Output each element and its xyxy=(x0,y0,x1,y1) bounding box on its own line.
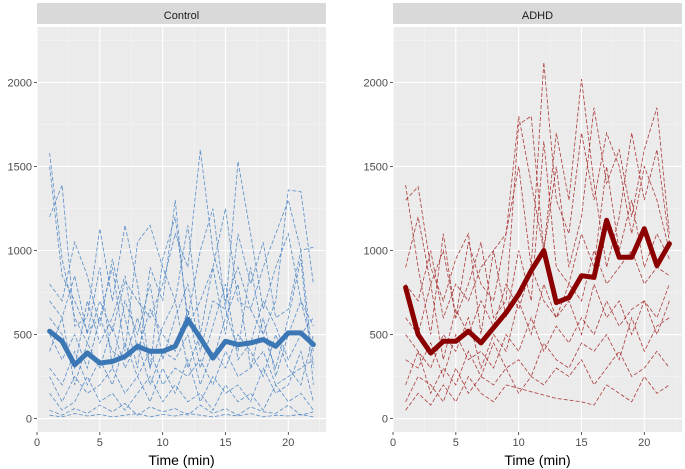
x-axis-title: Time (min) xyxy=(504,452,570,468)
individual-series-line-9 xyxy=(49,341,314,386)
individual-series-line-4 xyxy=(405,141,670,320)
y-tick-label: 1500 xyxy=(8,161,32,173)
individual-series-line-2 xyxy=(49,166,314,352)
individual-series-line-9 xyxy=(405,350,670,403)
y-tick-label: 1500 xyxy=(364,161,388,173)
panel-adhd: ADHD 0 500 1000 1500 2000 0 5 10 15 20 Time (min) xyxy=(364,3,682,468)
y-tick-label: 2000 xyxy=(8,77,32,89)
individual-series-line-3 xyxy=(49,161,314,369)
facet-strip xyxy=(393,3,682,24)
y-tick-label: 0 xyxy=(26,414,32,426)
individual-series-line-10 xyxy=(405,375,670,411)
individual-series-line-1 xyxy=(405,107,670,335)
mean-series-line xyxy=(403,217,672,356)
facet-strip-label: ADHD xyxy=(522,10,553,22)
x-tick-label: 0 xyxy=(34,437,40,449)
x-tick-label: 20 xyxy=(638,437,650,449)
y-tick-label: 0 xyxy=(382,414,388,426)
facet-strip-label: Control xyxy=(164,10,199,22)
facet-strip xyxy=(37,3,326,24)
individual-series-line-2 xyxy=(405,62,670,335)
x-tick-label: 10 xyxy=(513,437,525,449)
y-tick-label: 500 xyxy=(370,330,388,342)
mean-series-line xyxy=(47,316,316,368)
individual-series-line-3 xyxy=(405,79,670,318)
y-tick-label: 1000 xyxy=(8,246,32,258)
individual-series-line-4 xyxy=(49,200,314,369)
x-tick-label: 5 xyxy=(453,437,459,449)
individual-series-line-12 xyxy=(49,402,314,416)
x-tick-label: 15 xyxy=(219,437,231,449)
panel-background xyxy=(37,27,326,432)
y-tick-label: 500 xyxy=(14,330,32,342)
x-tick-label: 10 xyxy=(157,437,169,449)
x-tick-label: 0 xyxy=(390,437,396,449)
y-tick-label: 2000 xyxy=(364,77,388,89)
x-tick-label: 5 xyxy=(97,437,103,449)
x-tick-label: 20 xyxy=(282,437,294,449)
panel-background xyxy=(393,27,682,432)
panel-control: Control 0 500 1000 1500 2000 0 5 10 15 20 Time (min… xyxy=(8,3,326,468)
individual-series-line-7 xyxy=(405,299,670,378)
individual-series-line-13 xyxy=(49,413,314,418)
individual-series-line-5 xyxy=(49,258,314,385)
y-tick-label: 1000 xyxy=(364,246,388,258)
x-tick-label: 15 xyxy=(575,437,587,449)
x-axis-title: Time (min) xyxy=(148,452,214,468)
individual-series-line-11 xyxy=(49,375,314,411)
